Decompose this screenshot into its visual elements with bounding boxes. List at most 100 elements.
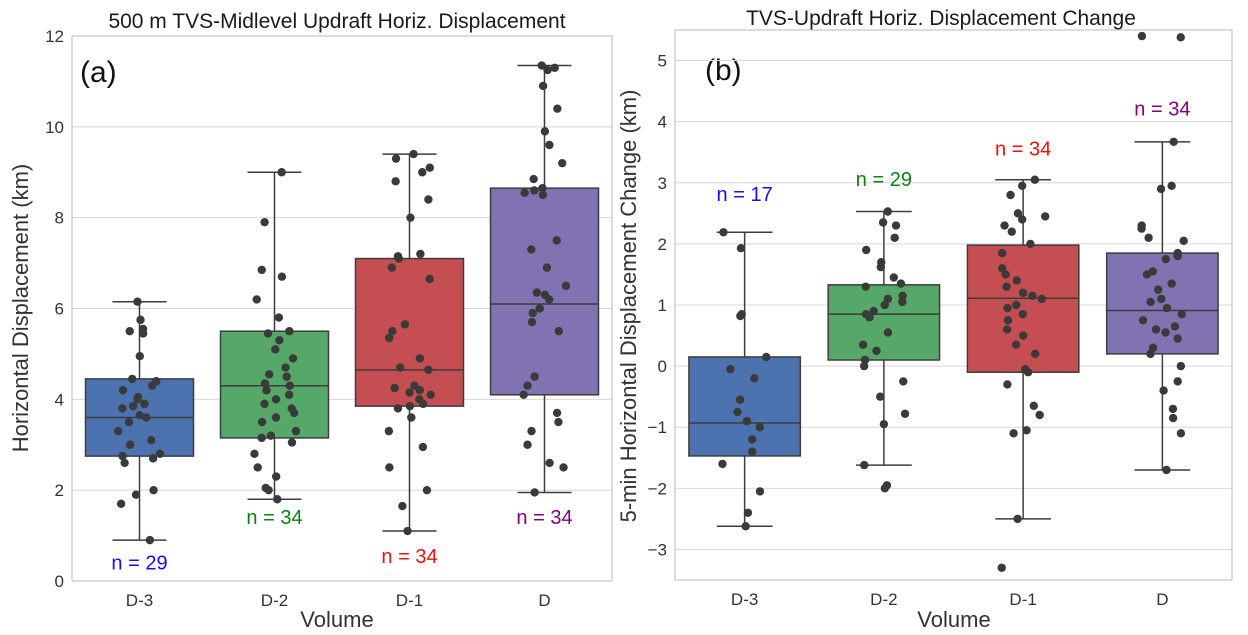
y-tick-label: −2 xyxy=(648,479,667,498)
annotations: n = 29 n = 34 n = 34 n = 34 xyxy=(111,507,572,574)
data-point xyxy=(1173,377,1182,386)
data-point xyxy=(898,297,907,307)
y-tick-label: 3 xyxy=(658,174,667,193)
y-tick-label: 12 xyxy=(45,27,64,46)
data-point xyxy=(273,495,282,504)
data-point xyxy=(1167,181,1176,191)
data-point xyxy=(140,399,149,409)
data-point xyxy=(889,273,898,282)
data-point xyxy=(561,281,571,290)
data-point xyxy=(718,459,727,469)
data-point xyxy=(416,249,425,259)
data-point xyxy=(747,435,757,444)
data-point xyxy=(890,233,899,242)
data-point xyxy=(128,374,137,384)
data-point xyxy=(271,472,281,481)
data-point xyxy=(116,499,126,508)
data-point xyxy=(1006,190,1015,200)
sample-count-label: n = 34 xyxy=(516,507,572,529)
data-point xyxy=(1037,294,1046,304)
data-point xyxy=(736,243,746,253)
y-tick-label: 2 xyxy=(658,235,667,254)
data-point xyxy=(998,248,1007,258)
chart-title: TVS-Updraft Horiz. Displacement Change xyxy=(746,7,1136,30)
data-point xyxy=(263,329,273,338)
data-point xyxy=(393,252,403,261)
panel-b: TVS-Updraft Horiz. Displacement Change 5… xyxy=(616,7,1233,632)
data-point xyxy=(391,177,400,186)
y-axis-label: 5-min Horizontal Displacement Change (km… xyxy=(616,90,641,523)
data-point xyxy=(883,328,893,337)
data-point xyxy=(878,218,888,227)
data-point xyxy=(138,324,148,334)
data-point xyxy=(425,163,435,172)
data-point xyxy=(1148,343,1158,352)
data-point xyxy=(260,218,269,227)
box-rect xyxy=(1105,252,1219,355)
data-point xyxy=(125,327,134,336)
data-point xyxy=(737,309,746,319)
data-point xyxy=(1026,239,1035,249)
points xyxy=(718,31,1188,572)
data-point xyxy=(1011,340,1021,349)
box-D-3 xyxy=(688,231,802,527)
data-point xyxy=(1162,303,1172,313)
data-point xyxy=(538,190,548,200)
data-point xyxy=(1013,209,1023,218)
data-point xyxy=(410,381,419,390)
boxes xyxy=(688,141,1219,527)
data-point xyxy=(735,395,745,404)
box-D-3 xyxy=(84,300,195,541)
panel-label: (a) xyxy=(80,56,117,89)
data-point xyxy=(260,379,270,388)
data-point xyxy=(558,158,567,168)
y-tick-label: 4 xyxy=(658,113,667,132)
chart-title: 500 m TVS-Midlevel Updraft Horiz. Displa… xyxy=(108,10,565,33)
data-point xyxy=(284,390,294,399)
data-point xyxy=(1041,212,1050,221)
sample-count-label: n = 34 xyxy=(995,138,1051,160)
data-point xyxy=(1035,410,1044,420)
box-rect xyxy=(827,284,941,361)
data-point xyxy=(1018,331,1028,340)
box-D-1 xyxy=(966,178,1080,520)
data-point xyxy=(133,297,142,306)
data-point xyxy=(424,195,433,204)
data-point xyxy=(1161,328,1170,337)
data-point xyxy=(282,372,291,381)
data-point xyxy=(285,327,294,336)
data-point xyxy=(126,440,135,449)
data-point xyxy=(281,363,290,372)
data-point xyxy=(145,535,155,545)
data-point xyxy=(755,487,765,496)
box-rect xyxy=(688,356,802,457)
data-point xyxy=(538,183,547,193)
data-point xyxy=(755,423,764,432)
x-ticks: D-3 D-2 D-1 D xyxy=(731,590,1169,609)
boxes xyxy=(84,64,600,541)
data-point xyxy=(559,463,568,472)
data-point xyxy=(277,272,287,281)
data-point xyxy=(285,381,295,390)
data-point xyxy=(287,438,297,447)
data-point xyxy=(1018,309,1027,319)
data-point xyxy=(1011,300,1021,310)
data-point xyxy=(1176,33,1185,42)
data-point xyxy=(750,374,759,383)
y-tick-label: 2 xyxy=(55,481,64,500)
sample-count-label: n = 34 xyxy=(1134,99,1190,121)
data-point xyxy=(896,279,906,288)
data-point xyxy=(391,154,401,163)
box-D-2 xyxy=(219,171,330,500)
x-axis-label: Volume xyxy=(300,607,373,632)
data-point xyxy=(1138,316,1148,325)
data-point xyxy=(898,291,907,301)
sample-count-label: n = 17 xyxy=(717,184,773,206)
x-tick-label: D-3 xyxy=(731,590,758,609)
data-point xyxy=(882,481,892,490)
data-point xyxy=(530,186,539,195)
data-point xyxy=(390,383,399,393)
data-point xyxy=(891,221,901,230)
y-tick-label: 1 xyxy=(658,296,667,315)
